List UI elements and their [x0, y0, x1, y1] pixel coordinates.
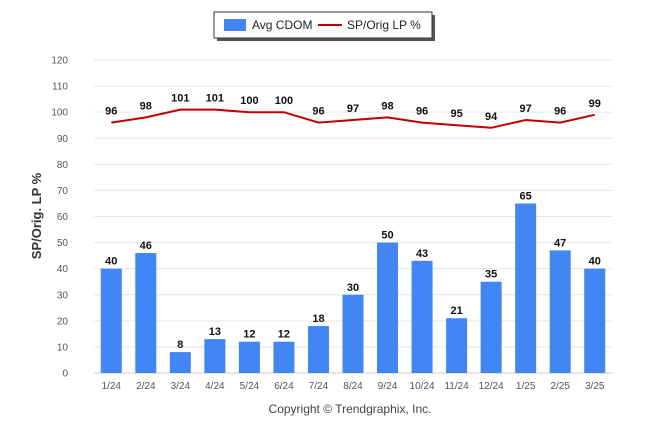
line-series — [111, 108, 595, 129]
bar-value-label: 13 — [209, 326, 221, 338]
bar-value-label: 18 — [312, 313, 324, 325]
bar — [411, 260, 433, 373]
x-tick-label: 7/24 — [309, 381, 329, 392]
bar — [135, 253, 157, 373]
x-tick-label: 3/25 — [585, 381, 605, 392]
bar — [238, 341, 260, 373]
x-tick-label: 2/25 — [550, 381, 570, 392]
line-value-label: 96 — [312, 106, 324, 118]
y-axis-ticks: 0 10 20 30 40 50 60 70 80 90 100 110 120 — [51, 56, 68, 380]
y-axis-label: SP/Orig. LP % — [29, 172, 44, 259]
line-value-label: 98 — [140, 100, 152, 112]
y-tick-label: 120 — [51, 56, 68, 67]
y-tick-label: 0 — [62, 369, 68, 380]
y-tick-label: 100 — [51, 108, 68, 119]
y-tick-label: 30 — [57, 290, 69, 301]
x-tick-label: 1/25 — [516, 381, 536, 392]
x-axis-ticks: 1/24 2/24 3/24 4/24 5/24 6/24 7/24 8/24 9/24 10/2… — [102, 381, 605, 392]
bar — [584, 268, 606, 373]
bar-value-label: 12 — [278, 329, 290, 341]
bar-data-labels: 40 46 8 13 12 12 18 30 50 43 21 35 65 47 40 — [105, 190, 601, 351]
y-tick-label: 10 — [57, 342, 69, 353]
bar — [342, 294, 364, 373]
y-tick-label: 60 — [57, 212, 69, 223]
bar-value-label: 46 — [140, 240, 152, 252]
bar — [307, 326, 329, 373]
line-value-label: 100 — [275, 95, 293, 107]
bar-value-label: 21 — [450, 305, 462, 317]
line-value-label: 97 — [520, 103, 532, 115]
bar — [515, 203, 537, 373]
copyright-footer: Copyright © Trendgraphix, Inc. — [269, 402, 432, 416]
line-value-label: 95 — [450, 108, 462, 120]
x-tick-label: 2/24 — [136, 381, 156, 392]
x-tick-label: 12/24 — [479, 381, 504, 392]
line-value-label: 101 — [171, 93, 189, 105]
x-tick-label: 6/24 — [274, 381, 294, 392]
bar-value-label: 50 — [381, 230, 393, 242]
line-value-label: 101 — [206, 93, 224, 105]
gridlines — [94, 59, 612, 348]
x-tick-label: 5/24 — [240, 381, 260, 392]
bar-value-label: 40 — [105, 256, 117, 268]
bar — [377, 242, 399, 373]
x-tick-label: 11/24 — [444, 381, 469, 392]
bar-value-label: 43 — [416, 248, 428, 260]
legend-swatch-avg-cdom — [224, 19, 246, 31]
x-tick-label: 1/24 — [102, 381, 122, 392]
y-tick-label: 110 — [52, 82, 68, 93]
bar-value-label: 30 — [347, 282, 359, 294]
line-value-label: 98 — [381, 100, 393, 112]
y-tick-label: 40 — [57, 264, 69, 275]
x-tick-label: 8/24 — [343, 381, 363, 392]
legend-label-avg-cdom: Avg CDOM — [252, 18, 312, 32]
bar-value-label: 40 — [589, 256, 601, 268]
bar-series — [100, 203, 606, 373]
line-value-label: 94 — [485, 111, 498, 123]
bar — [204, 339, 226, 373]
line-data-labels: 96 98 101 101 100 100 96 97 98 96 95 94 97 96 99 — [105, 93, 601, 123]
line-value-label: 100 — [240, 95, 258, 107]
line-value-label: 99 — [589, 98, 601, 110]
x-tick-label: 9/24 — [378, 381, 398, 392]
bar — [446, 318, 468, 373]
y-tick-label: 50 — [57, 238, 69, 249]
legend-label-sp-orig-lp: SP/Orig LP % — [347, 18, 421, 32]
x-tick-label: 3/24 — [171, 381, 191, 392]
y-tick-label: 70 — [57, 186, 69, 197]
line-value-label: 97 — [347, 103, 359, 115]
bar — [100, 268, 122, 373]
y-tick-label: 20 — [57, 316, 69, 327]
bar-value-label: 65 — [520, 190, 532, 202]
line-value-label: 96 — [416, 106, 428, 118]
bar-value-label: 35 — [485, 269, 497, 281]
bar-value-label: 8 — [177, 339, 183, 351]
bar — [169, 352, 191, 373]
line-value-label: 96 — [554, 106, 566, 118]
bar-value-label: 47 — [554, 237, 566, 249]
bar-value-label: 12 — [243, 329, 255, 341]
y-tick-label: 90 — [57, 134, 69, 145]
y-tick-label: 80 — [57, 160, 69, 171]
x-tick-label: 10/24 — [410, 381, 435, 392]
legend: Avg CDOM SP/Orig LP % — [213, 11, 435, 41]
bar — [480, 281, 502, 373]
line-value-label: 96 — [105, 106, 117, 118]
bar — [273, 341, 295, 373]
bar — [549, 250, 571, 373]
x-tick-label: 4/24 — [205, 381, 225, 392]
